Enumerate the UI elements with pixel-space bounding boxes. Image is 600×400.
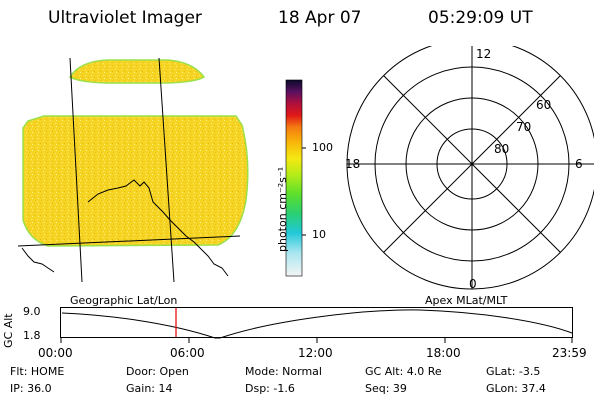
instrument-title: Ultraviolet Imager: [48, 8, 202, 28]
status-glon: GLon: 37.4: [486, 382, 546, 395]
coastline-west: [21, 247, 55, 273]
coastline: [87, 179, 229, 277]
color-scale-unit: photon cm⁻²s⁻¹: [276, 166, 289, 252]
status-dsp: Dsp: -1.6: [245, 382, 295, 395]
meridian-line-right: [158, 57, 175, 283]
status-door: Door: Open: [126, 365, 189, 378]
polar-panel-label: Apex MLat/MLT: [425, 294, 508, 307]
altitude-plot: [60, 307, 573, 343]
status-gc-alt: GC Alt: 4.0 Re: [365, 365, 442, 378]
mlt-label-12: 12: [476, 47, 491, 61]
status-seq: Seq: 39: [365, 382, 407, 395]
geographic-image: [18, 57, 249, 283]
alt-plot-ylabel: GC Alt: [2, 313, 15, 348]
color-scale: [285, 79, 306, 277]
mlt-label-0: 0: [469, 277, 477, 291]
lat-label-60: 60: [536, 98, 551, 112]
alt-tick-1.8: 1.8: [23, 329, 41, 342]
meridian-line-left: [69, 57, 83, 283]
altitude-curve: [61, 309, 573, 339]
time-tick-2359: 23:59: [552, 346, 587, 360]
status-ip: IP: 36.0: [10, 382, 52, 395]
mlt-label-18: 18: [345, 157, 360, 171]
time-tick-0600: 06:00: [170, 346, 205, 360]
polar-dial: 12 18 6 0 60 70 80: [345, 46, 594, 291]
time-tick-0000: 00:00: [38, 346, 73, 360]
color-tick-10: 10: [312, 228, 326, 241]
status-gain: Gain: 14: [126, 382, 173, 395]
mlt-label-6: 6: [575, 157, 583, 171]
lat-label-70: 70: [516, 120, 531, 134]
time-tick-1800: 18:00: [426, 346, 461, 360]
status-flt: Flt: HOME: [10, 365, 65, 378]
alt-tick-9: 9.0: [23, 305, 41, 318]
status-mode: Mode: Normal: [245, 365, 322, 378]
time-label: 05:29:09 UT: [428, 8, 533, 28]
status-glat: GLat: -3.5: [486, 365, 541, 378]
color-tick-100: 100: [312, 141, 333, 154]
image-strip-top: [68, 59, 206, 84]
geo-panel-label: Geographic Lat/Lon: [70, 294, 178, 307]
parallel-line: [18, 235, 241, 247]
time-tick-1200: 12:00: [298, 346, 333, 360]
color-scale-bar: [285, 79, 303, 277]
date-label: 18 Apr 07: [278, 8, 362, 28]
lat-label-80: 80: [494, 142, 509, 156]
